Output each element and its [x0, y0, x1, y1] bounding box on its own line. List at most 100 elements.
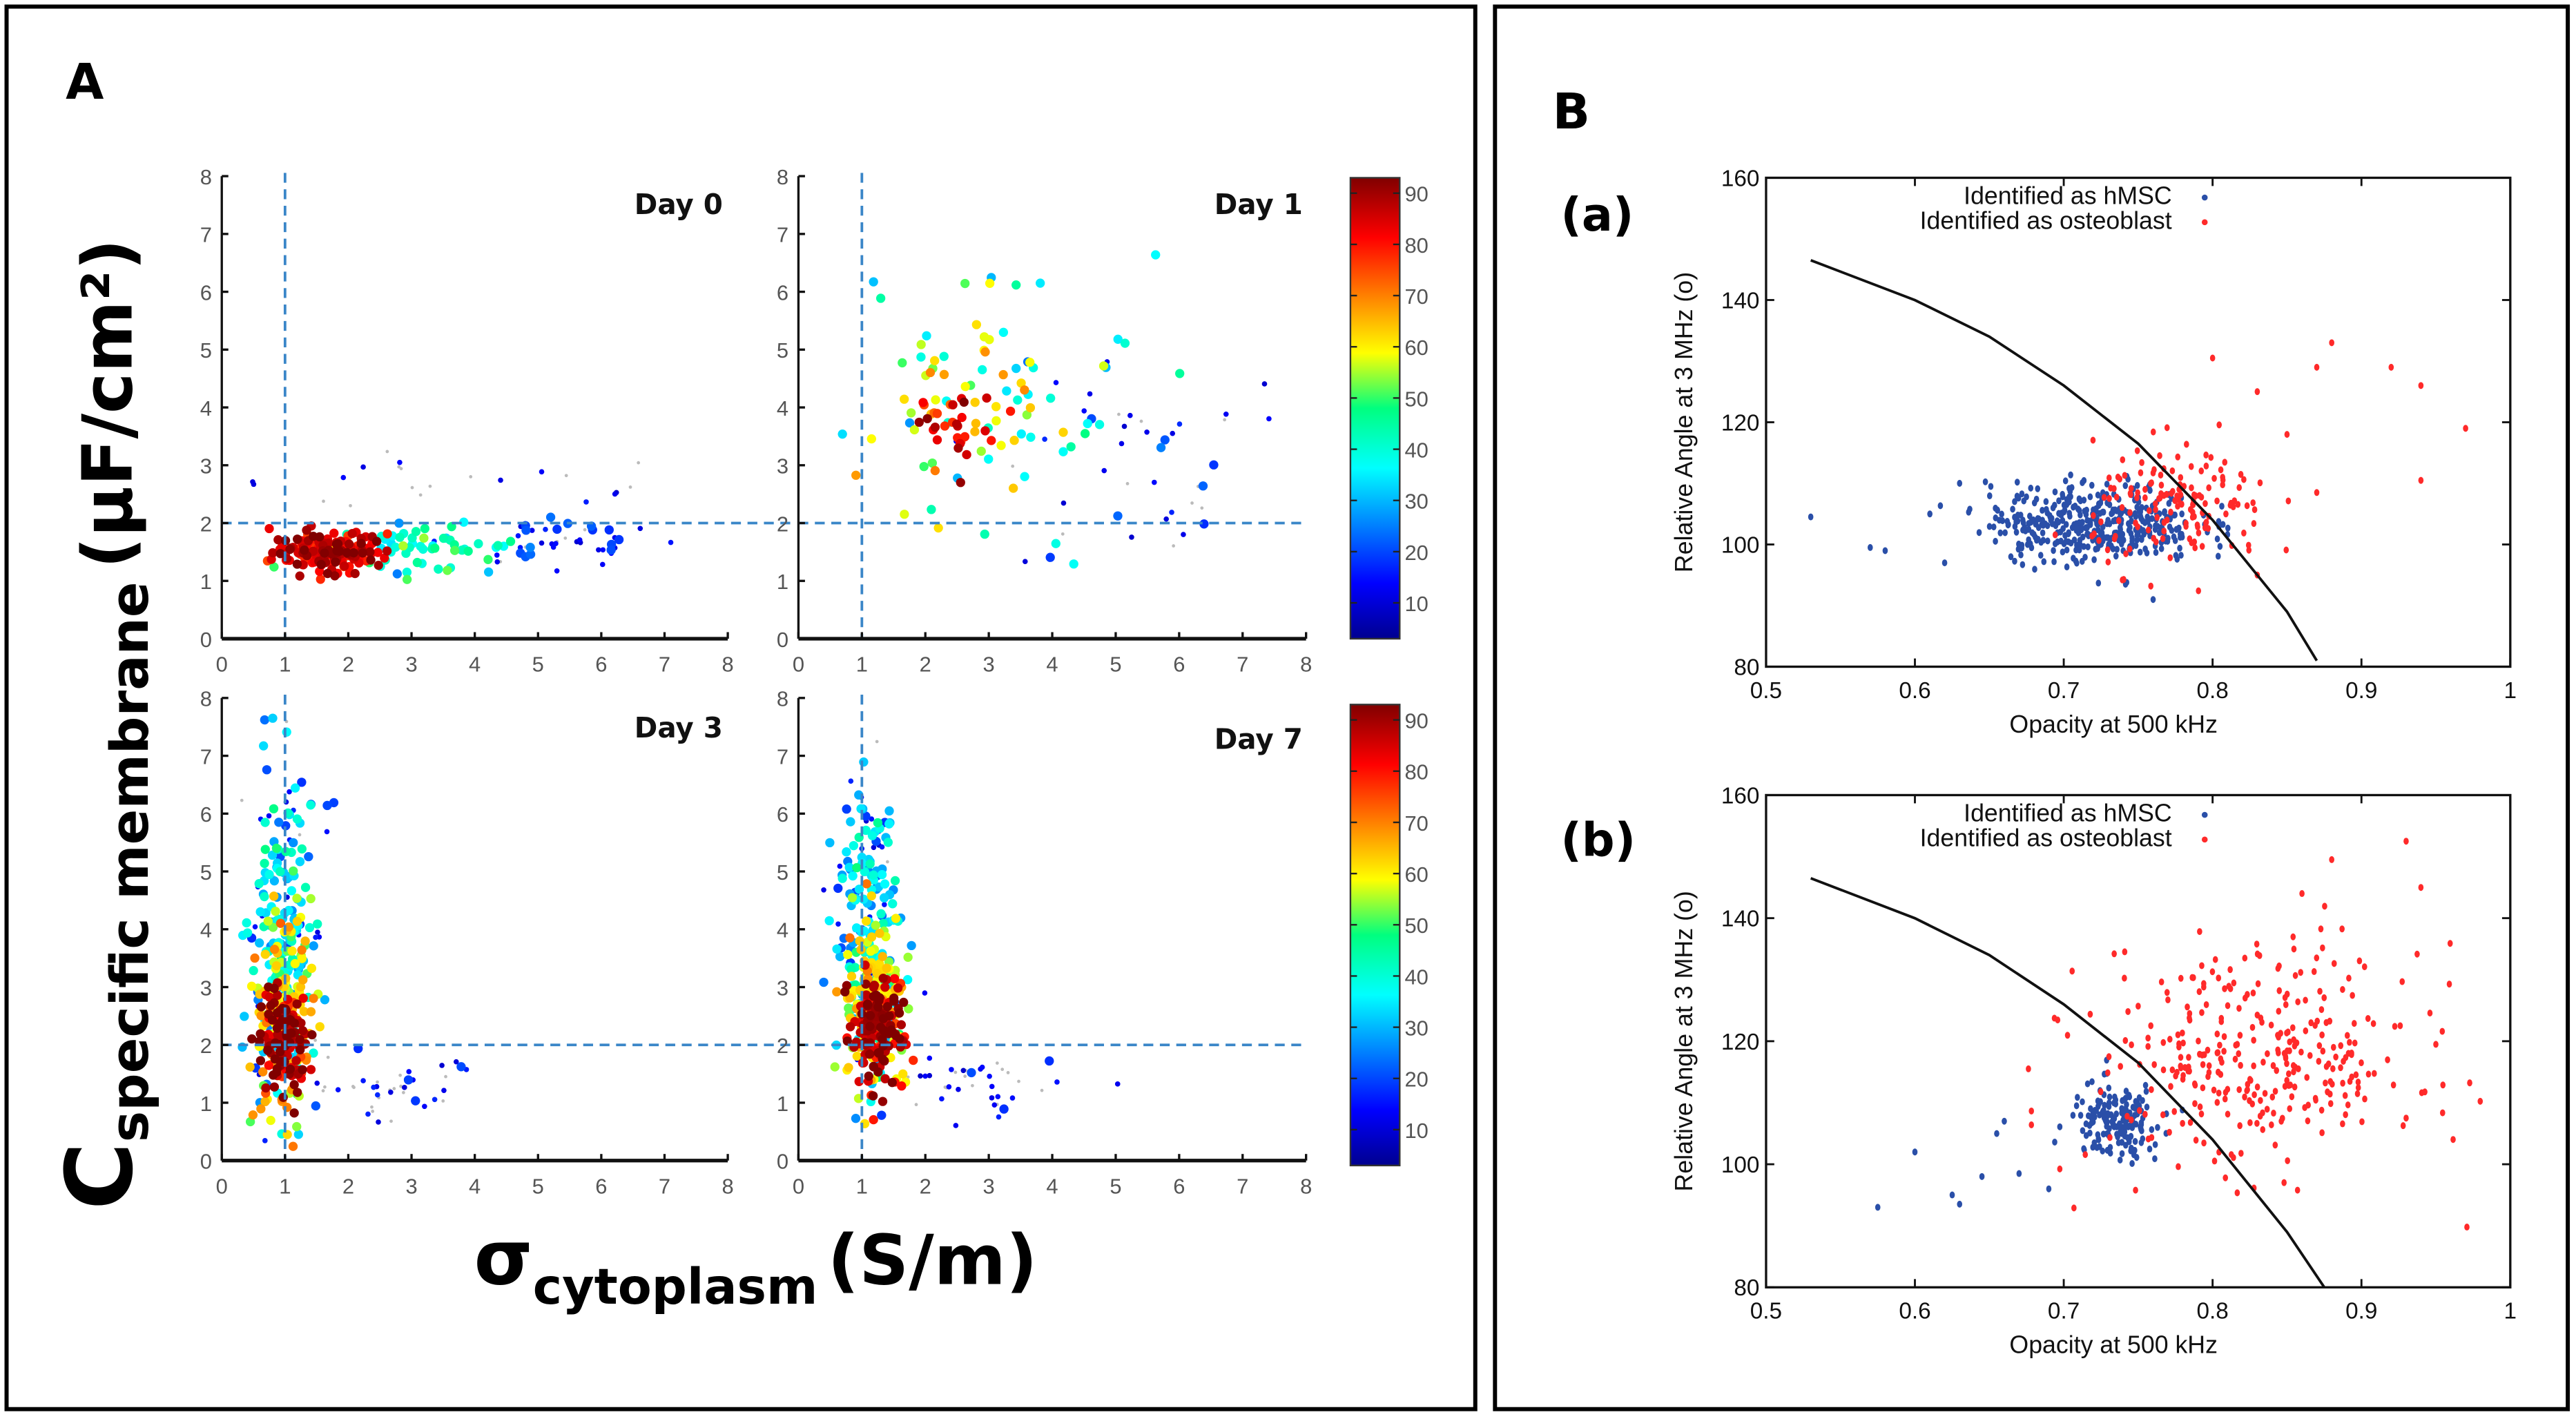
data-point: [360, 1078, 366, 1083]
data-point: [248, 1110, 258, 1120]
data-point: [2241, 476, 2247, 483]
data-point: [848, 871, 858, 881]
data-point: [2313, 1097, 2318, 1104]
data-point: [2403, 1114, 2409, 1122]
ylabel-sub: specific membrane: [99, 581, 160, 1142]
data-point: [306, 800, 316, 810]
data-point: [840, 987, 850, 997]
data-point: [1808, 513, 1814, 521]
data-point: [340, 474, 347, 481]
data-point: [376, 1119, 381, 1125]
data-point: [2107, 520, 2113, 528]
data-point: [1002, 386, 1011, 396]
data-point: [887, 1078, 897, 1088]
data-point: [2215, 1049, 2221, 1056]
data-point: [948, 400, 958, 409]
data-point: [925, 367, 936, 378]
data-point: [2014, 492, 2020, 500]
data-point: [304, 851, 313, 862]
x-tick-label: 3: [983, 653, 995, 677]
x-tick-label: 1: [279, 1174, 291, 1198]
data-point: [2330, 1065, 2336, 1072]
y-tick-label: 120: [1721, 1030, 1760, 1055]
data-point: [2035, 485, 2041, 492]
data-point: [869, 983, 879, 992]
y-tick-label: 6: [200, 280, 212, 305]
data-point: [1042, 436, 1047, 442]
day-label: Day 1: [1214, 188, 1303, 221]
data-point: [2299, 890, 2305, 898]
data-point: [2418, 884, 2424, 891]
data-point: [419, 533, 429, 543]
scatter-plot-a: 0.5 0.6 0.7 0.8 0.9 1 80 100 120 140 160 Opacity at…: [1560, 166, 2517, 738]
data-point: [443, 566, 452, 575]
data-point: [418, 544, 428, 554]
data-point: [2120, 576, 2125, 583]
data-point: [2251, 506, 2258, 514]
scatter-plot-day-0: 0 1 2 3 4 5 6 7 8 0 1 2 3 4 5 6 7 8 Day 0: [200, 165, 797, 677]
data-point: [1098, 361, 1109, 371]
data-point: [2271, 1110, 2276, 1117]
data-point: [2205, 1046, 2211, 1054]
data-point: [830, 1062, 840, 1072]
data-point: [2123, 550, 2129, 557]
data-point: [2090, 1118, 2096, 1126]
x-tick-label: 7: [1237, 653, 1248, 677]
data-point: [282, 727, 291, 737]
data-point: [2089, 532, 2095, 540]
data-point: [306, 894, 316, 904]
data-point: [879, 893, 889, 902]
data-point: [2203, 519, 2209, 527]
data-point: [962, 450, 971, 460]
data-point: [2064, 1032, 2071, 1039]
data-point: [930, 465, 940, 476]
data-point: [2126, 520, 2131, 528]
data-point: [600, 547, 606, 553]
y-tick-label: 8: [200, 165, 212, 189]
data-point: [2355, 1078, 2361, 1086]
data-point: [545, 512, 556, 522]
data-point: [260, 1097, 270, 1107]
data-point: [2350, 992, 2355, 999]
data-point: [882, 963, 891, 973]
data-point: [395, 532, 405, 542]
data-point: [2365, 1014, 2371, 1022]
data-point: [2467, 1079, 2472, 1087]
data-point: [267, 1015, 278, 1025]
data-point: [2285, 497, 2292, 505]
data-point: [1982, 478, 1988, 485]
data-point: [862, 916, 871, 926]
data-point: [371, 1084, 376, 1090]
data-point: [266, 813, 272, 819]
colorbar-tick-label: 20: [1404, 541, 1428, 565]
data-point: [1127, 412, 1133, 418]
data-point: [949, 1067, 954, 1072]
data-point: [1006, 1071, 1010, 1074]
data-point: [930, 356, 940, 366]
data-point: [2464, 1224, 2470, 1231]
data-point: [2390, 1081, 2396, 1089]
data-point: [374, 1092, 380, 1098]
data-point: [2221, 1033, 2227, 1041]
data-point: [298, 975, 308, 985]
data-point: [2192, 544, 2198, 552]
data-point: [2111, 485, 2117, 492]
data-point: [2218, 1014, 2225, 1022]
data-point: [2201, 980, 2207, 987]
data-point: [371, 537, 382, 546]
data-point: [957, 412, 967, 423]
data-point: [2323, 1063, 2330, 1070]
data-point: [2148, 480, 2153, 488]
data-point: [2247, 1076, 2253, 1083]
data-point: [985, 335, 994, 345]
data-point: [2068, 539, 2074, 547]
data-point: [2063, 538, 2069, 546]
data-point: [960, 382, 970, 392]
data-point: [266, 1115, 275, 1126]
data-point: [2164, 989, 2170, 996]
data-point: [2311, 968, 2317, 976]
data-point: [2260, 1059, 2266, 1066]
data-point: [2020, 561, 2026, 568]
data-point: [2283, 546, 2289, 554]
data-point: [331, 557, 340, 567]
